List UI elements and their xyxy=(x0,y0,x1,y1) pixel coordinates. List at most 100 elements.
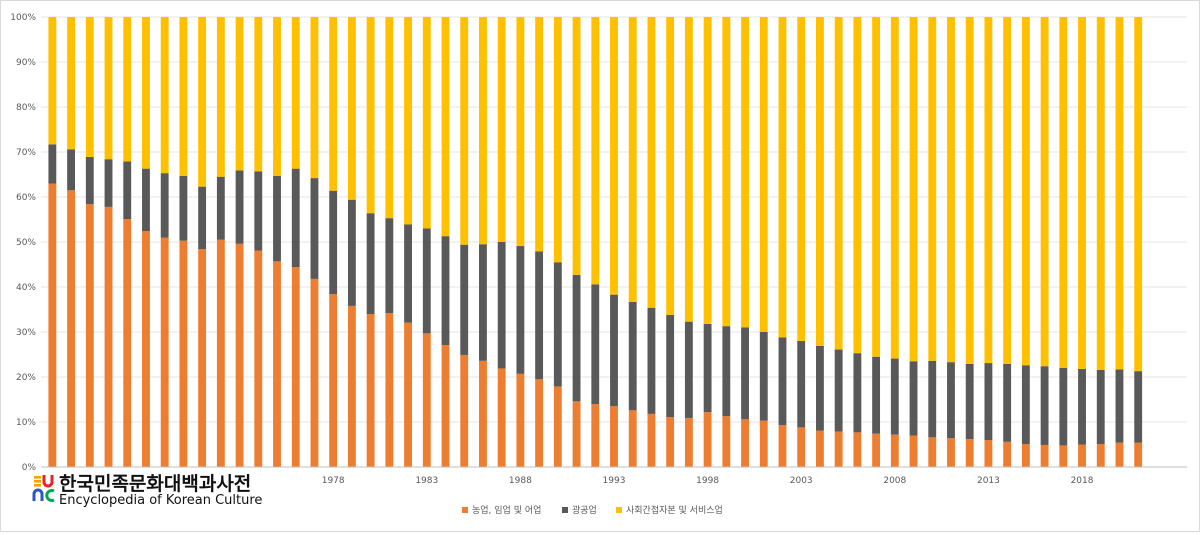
bar-2003-series-1 xyxy=(797,341,806,428)
bar-1971-series-2 xyxy=(198,17,207,187)
y-tick-label: 10% xyxy=(16,418,36,428)
bar-2008-series-1 xyxy=(890,358,899,435)
x-tick-label: 2003 xyxy=(790,476,813,486)
y-tick-label: 60% xyxy=(16,193,36,203)
bar-1979-series-1 xyxy=(347,199,356,306)
bar-1990-series-1 xyxy=(553,262,562,387)
bar-1988-series-2 xyxy=(516,17,525,247)
bar-1978-series-1 xyxy=(329,190,338,295)
bar-2017-series-1 xyxy=(1059,368,1068,446)
bar-1993-series-2 xyxy=(610,17,618,295)
encyclopedia-logo: 한국민족문화대백과사전 Encyclopedia of Korean Cultu… xyxy=(32,472,266,508)
bar-1991-series-1 xyxy=(572,274,581,402)
bar-1973-series-1 xyxy=(235,170,244,244)
bar-2012-series-1 xyxy=(965,363,974,440)
bar-1984-series-2 xyxy=(441,17,450,237)
legend-swatch-agriculture xyxy=(462,507,468,513)
bar-1978-series-0 xyxy=(329,294,338,467)
bar-2017-series-2 xyxy=(1059,17,1068,368)
bar-2019-series-1 xyxy=(1096,369,1105,445)
bar-1991-series-2 xyxy=(572,17,581,275)
bar-1975-series-1 xyxy=(273,175,281,262)
bar-1966-series-0 xyxy=(104,206,113,467)
bar-1971-series-0 xyxy=(198,249,207,467)
bar-1969-series-1 xyxy=(160,173,169,238)
bar-2014-series-2 xyxy=(1003,17,1012,364)
legend-item-agriculture: 농업, 임업 및 어업 xyxy=(462,504,541,516)
bar-1997-series-2 xyxy=(684,17,693,322)
bar-1978-series-2 xyxy=(329,17,338,191)
bar-1980-series-1 xyxy=(366,213,375,314)
bar-1987-series-0 xyxy=(497,368,506,467)
bar-2021-series-2 xyxy=(1134,17,1143,372)
legend-swatch-mining-manufacturing xyxy=(562,507,568,513)
bar-2013-series-1 xyxy=(984,363,993,440)
bar-2016-series-1 xyxy=(1040,366,1049,445)
bar-2008-series-0 xyxy=(890,434,899,467)
bar-1967-series-1 xyxy=(123,161,132,220)
x-tick-label: 2008 xyxy=(883,476,906,486)
bar-1998-series-2 xyxy=(703,17,712,324)
bar-2008-series-2 xyxy=(890,17,899,359)
bar-1992-series-1 xyxy=(591,284,600,404)
bar-1999-series-2 xyxy=(722,17,731,327)
bar-2009-series-0 xyxy=(909,435,918,467)
legend-item-services: 사회간접자본 및 서비스업 xyxy=(616,504,723,516)
x-tick-label: 1983 xyxy=(415,476,438,486)
bar-1994-series-0 xyxy=(628,410,637,467)
bar-2019-series-0 xyxy=(1096,444,1105,467)
bar-2016-series-0 xyxy=(1040,444,1049,467)
y-tick-label: 70% xyxy=(16,148,36,158)
bar-1972-series-0 xyxy=(216,239,225,467)
bar-2018-series-1 xyxy=(1078,368,1086,445)
bar-1964-series-2 xyxy=(67,17,76,150)
bar-2011-series-0 xyxy=(947,438,955,467)
bar-2002-series-0 xyxy=(778,425,787,467)
bar-1983-series-2 xyxy=(422,17,431,229)
bar-1998-series-0 xyxy=(703,412,712,467)
bar-2019-series-2 xyxy=(1096,17,1105,370)
y-tick-label: 90% xyxy=(16,58,36,68)
bar-2020-series-1 xyxy=(1115,369,1124,443)
bar-1965-series-0 xyxy=(85,204,94,467)
bar-1993-series-1 xyxy=(610,294,618,407)
bar-1998-series-1 xyxy=(703,323,712,413)
bar-2010-series-1 xyxy=(928,360,937,438)
bar-1980-series-2 xyxy=(366,17,375,214)
bar-2004-series-1 xyxy=(816,345,824,431)
bar-1999-series-0 xyxy=(722,416,731,467)
bar-2005-series-0 xyxy=(834,431,843,467)
bar-1989-series-0 xyxy=(535,379,544,467)
bar-1997-series-0 xyxy=(684,417,693,467)
bar-1997-series-1 xyxy=(684,321,693,418)
bar-1987-series-1 xyxy=(497,242,506,369)
bar-1970-series-0 xyxy=(179,240,188,467)
bar-2010-series-2 xyxy=(928,17,937,361)
bar-2010-series-0 xyxy=(928,437,937,467)
ekc-mark-icon xyxy=(32,475,55,502)
bar-1984-series-1 xyxy=(441,236,450,346)
bar-1979-series-2 xyxy=(347,17,356,200)
bar-1969-series-0 xyxy=(160,237,169,467)
bar-1996-series-0 xyxy=(666,417,675,467)
bar-1987-series-2 xyxy=(497,17,506,242)
legend-label-mining-manufacturing: 광공업 xyxy=(572,504,597,516)
x-axis-ticks: 1973197819831988199319982003200820132018 xyxy=(228,476,1094,486)
y-tick-label: 100% xyxy=(10,13,36,23)
bar-1991-series-0 xyxy=(572,401,581,467)
bar-1968-series-1 xyxy=(142,168,150,232)
bar-1968-series-0 xyxy=(142,231,150,467)
bar-1988-series-0 xyxy=(516,373,525,467)
bar-2011-series-1 xyxy=(947,362,955,439)
bar-2009-series-1 xyxy=(909,361,918,436)
bar-2003-series-2 xyxy=(797,17,806,341)
bar-2015-series-1 xyxy=(1021,365,1030,445)
bar-1973-series-0 xyxy=(235,243,244,467)
bar-1981-series-0 xyxy=(385,313,394,467)
bar-2018-series-0 xyxy=(1078,444,1086,467)
bar-1964-series-0 xyxy=(67,190,76,467)
bar-1974-series-2 xyxy=(254,17,263,172)
bar-2001-series-1 xyxy=(759,332,768,421)
legend-item-mining-manufacturing: 광공업 xyxy=(562,504,597,516)
